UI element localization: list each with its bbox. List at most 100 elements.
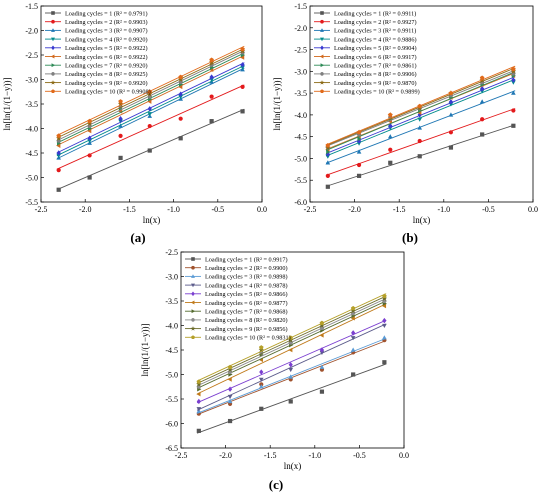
x-tick-label: 0.0 — [257, 205, 267, 214]
y-tick-label: -4.5 — [294, 133, 307, 142]
data-point — [417, 125, 423, 130]
legend-entry: Loading cycles = 10 (R² = 0.9908) — [65, 89, 151, 96]
data-point — [325, 160, 331, 165]
data-point — [258, 345, 264, 350]
series-4 — [196, 323, 387, 412]
y-tick-label: -3.0 — [25, 76, 38, 85]
data-point — [388, 123, 393, 129]
data-point — [227, 366, 233, 372]
legend-entry: Loading cycles = 9 (R² = 0.9856) — [205, 326, 288, 333]
data-point — [325, 151, 330, 157]
plot-frame — [40, 5, 263, 203]
y-tick-label: -6.0 — [294, 198, 307, 207]
x-tick-label: -2.5 — [304, 205, 317, 214]
data-point — [147, 99, 152, 104]
y-tick-label: -5.0 — [294, 154, 307, 163]
data-point — [511, 108, 516, 113]
data-point — [417, 117, 423, 122]
legend-marker — [191, 291, 195, 297]
data-point — [227, 394, 233, 400]
legend-marker — [320, 45, 324, 51]
legend-marker — [191, 335, 195, 339]
legend-entry: Loading cycles = 7 (R² = 0.9868) — [205, 309, 288, 316]
data-point — [118, 115, 123, 122]
data-point — [288, 337, 294, 343]
data-point — [288, 361, 293, 368]
data-point — [227, 364, 233, 370]
data-point — [511, 77, 516, 83]
data-point — [227, 377, 232, 382]
data-point — [288, 347, 293, 353]
data-point — [288, 374, 294, 379]
data-point — [56, 150, 61, 156]
data-point — [382, 293, 387, 299]
data-point — [448, 99, 454, 105]
data-point — [86, 120, 93, 126]
data-point — [147, 148, 152, 153]
data-point — [147, 123, 152, 129]
x-axis-label: ln(x) — [413, 215, 431, 225]
legend-marker — [190, 300, 195, 305]
series-9 — [196, 295, 388, 387]
chart-panel-1: -2.5 -2.0 -1.5 -1.0 -0.5 0.0 -5.5 -5.0 -4.5 -4.0 -… — [2, 2, 267, 245]
legend-marker — [320, 28, 324, 32]
data-point — [382, 360, 387, 365]
plot-frame — [180, 251, 405, 449]
legend-marker — [51, 11, 55, 15]
x-tick-label: -1.0 — [308, 451, 321, 460]
legend-entry: Loading cycles = 3 (R² = 0.9898) — [205, 274, 288, 281]
data-point — [240, 55, 245, 60]
legend-marker — [319, 80, 325, 85]
legend-marker — [51, 45, 55, 51]
legend-marker — [190, 326, 196, 331]
legend-entry: Loading cycles = 2 (R² = 0.9903) — [65, 19, 148, 26]
data-point — [511, 66, 516, 72]
legend-marker — [51, 19, 55, 24]
data-point — [227, 386, 233, 392]
legend-entry: Loading cycles = 5 (R² = 0.9904) — [334, 45, 417, 52]
y-tick-label: -5.5 — [25, 198, 38, 207]
data-point — [178, 84, 183, 90]
y-tick-label: -4.5 — [25, 149, 38, 158]
data-point — [117, 101, 124, 107]
data-point — [387, 112, 393, 117]
data-point — [196, 391, 201, 397]
data-point — [87, 135, 92, 142]
data-point — [319, 347, 325, 353]
data-point — [351, 330, 356, 336]
series-1 — [56, 108, 245, 192]
data-point — [448, 90, 454, 96]
series-5 — [196, 317, 387, 405]
x-tick-label: -1.0 — [437, 205, 450, 214]
data-point — [178, 116, 183, 121]
y-tick-label: -2.5 — [294, 46, 307, 55]
data-point — [350, 315, 355, 321]
data-point — [196, 379, 202, 384]
y-tick-label: -5.5 — [165, 395, 178, 404]
data-point — [325, 184, 330, 189]
legend-entry: Loading cycles = 1 (R² = 0.9791) — [65, 10, 148, 17]
data-point — [118, 123, 123, 128]
data-point — [319, 320, 325, 326]
x-tick-label: -0.5 — [353, 451, 366, 460]
series-3 — [325, 90, 516, 165]
legend-marker — [191, 309, 196, 314]
legend-marker — [320, 11, 324, 15]
legend-entry: Loading cycles = 4 (R² = 0.9920) — [65, 36, 148, 43]
data-point — [209, 74, 214, 80]
data-point — [350, 305, 356, 311]
y-tick-label: -6.5 — [165, 444, 178, 453]
y-tick-label: -5.0 — [25, 174, 38, 183]
data-point — [350, 347, 356, 352]
data-point — [356, 173, 362, 178]
legend-marker — [191, 274, 195, 278]
data-point — [56, 153, 61, 158]
legend-entry: Loading cycles = 6 (R² = 0.9922) — [65, 54, 148, 61]
legend: Loading cycles = 1 (R² = 0.9917) Loading … — [185, 256, 291, 342]
data-point — [382, 335, 387, 340]
y-axis-label: ln[ln(1/(1−y))] — [272, 77, 282, 130]
legend-entry: Loading cycles = 7 (R² = 0.9920) — [65, 63, 148, 70]
data-point — [381, 303, 387, 309]
data-point — [258, 377, 264, 382]
legend-entry: Loading cycles = 6 (R² = 0.9917) — [334, 54, 417, 61]
